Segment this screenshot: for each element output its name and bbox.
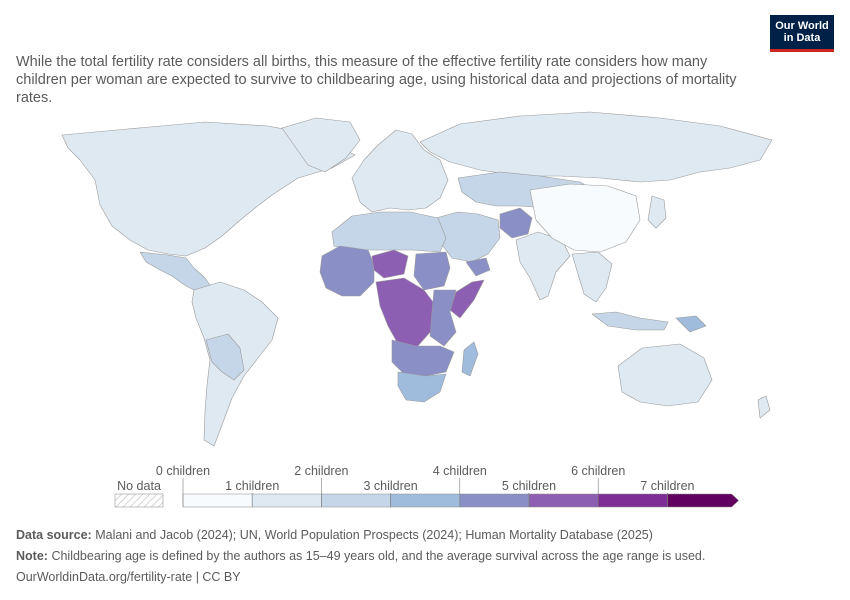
chart-subtitle: While the total fertility rate considers… bbox=[16, 54, 737, 106]
legend-label-0: 0 children bbox=[156, 464, 210, 478]
note-label: Note: bbox=[16, 549, 48, 563]
legend-bin-6[interactable] bbox=[597, 493, 668, 508]
region-southern-africa[interactable] bbox=[397, 371, 447, 403]
region-mexico-central-america[interactable] bbox=[139, 251, 213, 293]
region-niger[interactable] bbox=[371, 249, 409, 279]
legend-label-1: 1 children bbox=[225, 479, 279, 493]
region-indonesia[interactable] bbox=[591, 311, 669, 331]
legend-bin-1[interactable] bbox=[251, 493, 322, 508]
legend-bin-7[interactable] bbox=[667, 493, 739, 508]
legend-label-7: 7 children bbox=[640, 479, 694, 493]
legend-bin-3[interactable] bbox=[390, 493, 461, 508]
region-madagascar[interactable] bbox=[461, 341, 479, 377]
region-north-africa[interactable] bbox=[331, 211, 447, 253]
region-west-sahel[interactable] bbox=[319, 245, 375, 297]
legend-no-data-label: No data bbox=[117, 479, 161, 493]
legend: No data 0 children 1 children 2 children 3 … bbox=[114, 464, 739, 508]
region-china[interactable] bbox=[529, 183, 641, 253]
source-text: Malani and Jacob (2024); UN, World Popul… bbox=[95, 528, 653, 542]
world-map bbox=[61, 111, 773, 447]
region-japan[interactable] bbox=[647, 195, 667, 229]
legend-label-2: 2 children bbox=[294, 464, 348, 478]
footer-url[interactable]: OurWorldinData.org/fertility-rate | CC B… bbox=[16, 570, 241, 584]
region-russia[interactable] bbox=[419, 111, 773, 183]
region-sudan[interactable] bbox=[413, 251, 451, 291]
region-europe[interactable] bbox=[351, 129, 449, 213]
logo-line-1: Our World bbox=[775, 20, 829, 32]
owid-logo[interactable]: Our World in Data bbox=[770, 15, 834, 52]
region-east-africa[interactable] bbox=[429, 289, 457, 347]
legend-bin-4[interactable] bbox=[459, 493, 530, 508]
legend-bin-2[interactable] bbox=[321, 493, 391, 508]
legend-label-3: 3 children bbox=[363, 479, 417, 493]
region-new-zealand[interactable] bbox=[757, 395, 771, 419]
region-central-africa[interactable] bbox=[375, 277, 437, 349]
region-yemen[interactable] bbox=[465, 257, 491, 277]
region-southeast-asia[interactable] bbox=[571, 251, 613, 303]
footer-note: Note: Childbearing age is defined by the… bbox=[16, 549, 705, 563]
footer-source: Data source: Malani and Jacob (2024); UN… bbox=[16, 528, 653, 542]
logo-line-2: in Data bbox=[783, 32, 821, 44]
legend-label-5: 5 children bbox=[502, 479, 556, 493]
legend-bin-0[interactable] bbox=[182, 493, 253, 508]
region-bolivia-paraguay[interactable] bbox=[205, 333, 245, 381]
region-australia[interactable] bbox=[617, 343, 713, 407]
region-greenland[interactable] bbox=[281, 117, 361, 173]
legend-label-6: 6 children bbox=[571, 464, 625, 478]
note-text: Childbearing age is defined by the autho… bbox=[51, 549, 706, 563]
legend-no-data-swatch bbox=[114, 493, 164, 508]
legend-bin-5[interactable] bbox=[528, 493, 599, 508]
source-label: Data source: bbox=[16, 528, 92, 542]
region-southern-central-africa[interactable] bbox=[391, 339, 455, 377]
region-middle-east[interactable] bbox=[435, 211, 501, 263]
region-afghanistan[interactable] bbox=[499, 207, 533, 239]
legend-label-4: 4 children bbox=[433, 464, 487, 478]
region-papua-new-guinea[interactable] bbox=[675, 315, 707, 333]
region-somalia[interactable] bbox=[449, 279, 485, 319]
